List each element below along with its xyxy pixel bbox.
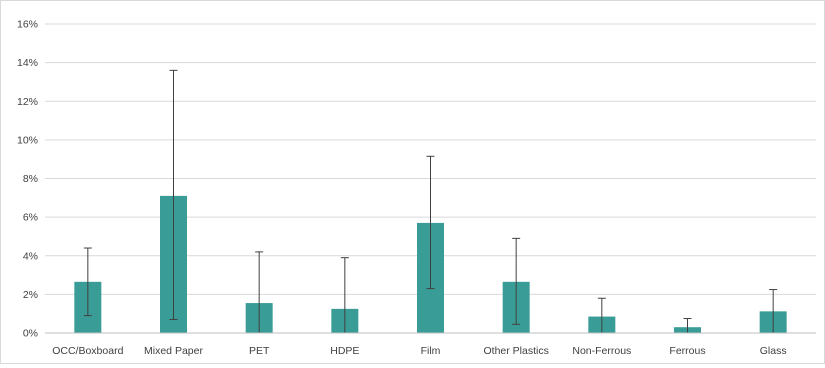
y-tick-label: 14%	[17, 57, 38, 69]
x-tick-label: PET	[249, 345, 270, 357]
x-tick-label: Non-Ferrous	[572, 345, 631, 357]
y-tick-label: 6%	[23, 212, 38, 224]
x-tick-label: Other Plastics	[483, 345, 548, 357]
y-tick-label: 8%	[23, 173, 38, 185]
x-tick-label: Ferrous	[669, 345, 705, 357]
x-tick-label: Glass	[760, 345, 787, 357]
y-tick-label: 0%	[23, 328, 38, 340]
y-tick-label: 12%	[17, 96, 38, 108]
y-axis-tick-labels: 0% 2% 4% 6% 8% 10% 12% 14% 16%	[17, 19, 38, 340]
y-tick-label: 4%	[23, 250, 38, 262]
y-tick-label: 10%	[17, 134, 38, 146]
x-tick-label: OCC/Boxboard	[52, 345, 123, 357]
error-bar	[512, 237, 521, 325]
x-axis-tick-labels: OCC/Boxboard Mixed Paper PET HDPE Film Other …	[52, 345, 786, 357]
x-tick-label: HDPE	[330, 345, 359, 357]
y-tick-label: 16%	[17, 19, 38, 31]
error-bar	[169, 69, 178, 320]
x-tick-label: Film	[421, 345, 441, 357]
x-tick-label: Mixed Paper	[144, 345, 203, 357]
error-bar	[83, 247, 92, 317]
y-tick-label: 2%	[23, 289, 38, 301]
error-bar	[426, 155, 435, 290]
